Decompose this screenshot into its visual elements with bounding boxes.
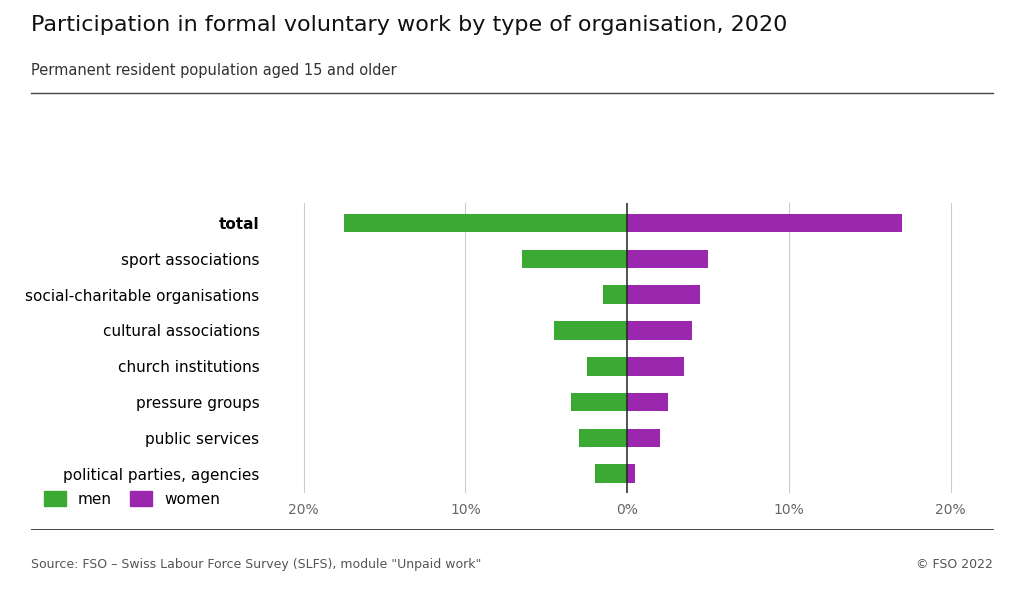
Text: Permanent resident population aged 15 and older: Permanent resident population aged 15 an… bbox=[31, 63, 396, 78]
Bar bbox=[627, 393, 668, 411]
Bar bbox=[554, 321, 627, 340]
Bar bbox=[344, 213, 627, 232]
Bar bbox=[627, 464, 635, 483]
Bar bbox=[522, 249, 627, 268]
Bar bbox=[627, 213, 902, 232]
Bar bbox=[627, 429, 659, 447]
Bar bbox=[570, 393, 627, 411]
Legend: men, women: men, women bbox=[38, 485, 226, 512]
Bar bbox=[587, 357, 627, 376]
Bar bbox=[627, 249, 708, 268]
Bar bbox=[603, 285, 627, 304]
Text: © FSO 2022: © FSO 2022 bbox=[916, 558, 993, 571]
Bar bbox=[627, 357, 684, 376]
Bar bbox=[595, 464, 627, 483]
Text: Source: FSO – Swiss Labour Force Survey (SLFS), module "Unpaid work": Source: FSO – Swiss Labour Force Survey … bbox=[31, 558, 481, 571]
Bar bbox=[627, 321, 692, 340]
Bar bbox=[627, 285, 700, 304]
Bar bbox=[579, 429, 627, 447]
Text: Participation in formal voluntary work by type of organisation, 2020: Participation in formal voluntary work b… bbox=[31, 15, 787, 35]
